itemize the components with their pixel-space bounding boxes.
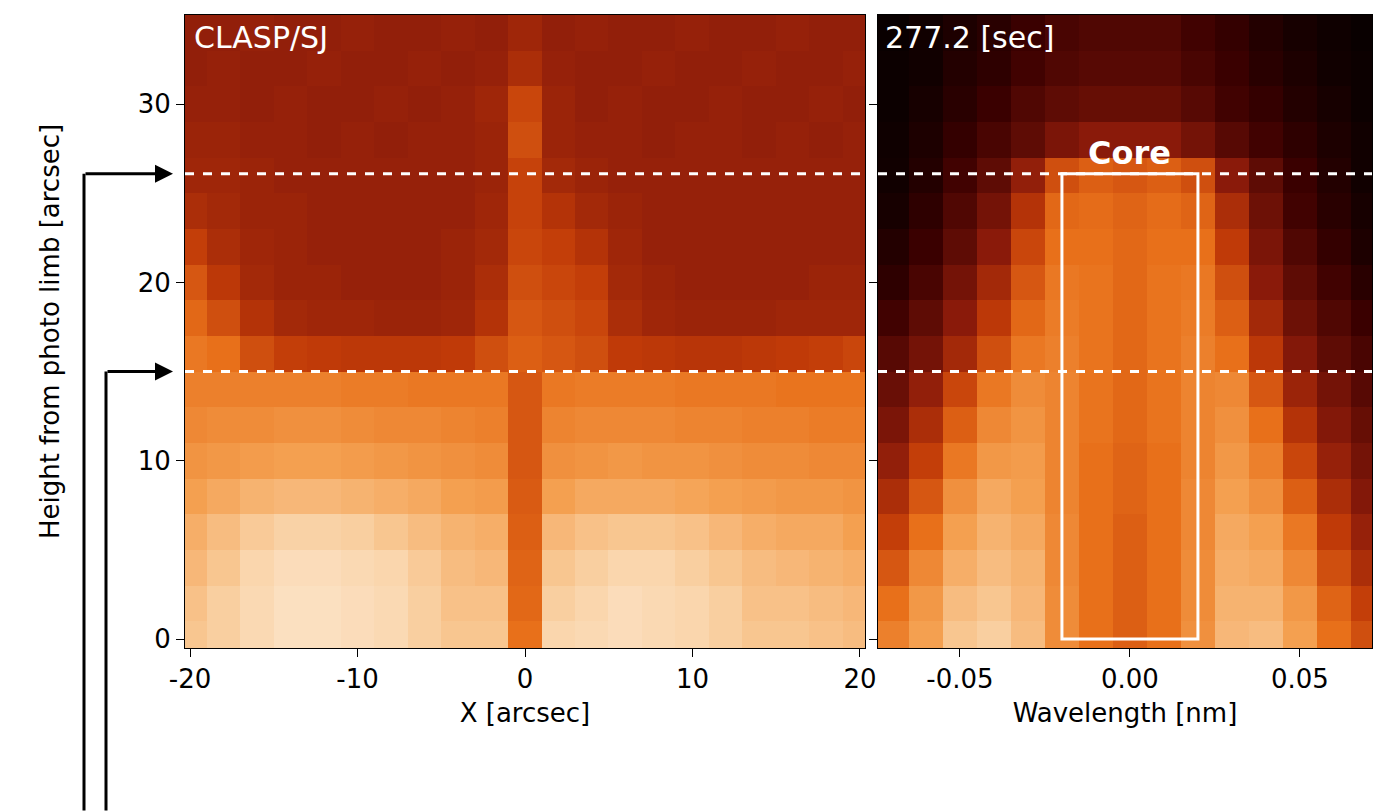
svg-text:CLASP/SJ: CLASP/SJ bbox=[194, 20, 328, 55]
svg-text:20: 20 bbox=[843, 664, 876, 694]
svg-text:-0.05: -0.05 bbox=[926, 664, 993, 694]
svg-text:-10: -10 bbox=[336, 664, 378, 694]
svg-text:0: 0 bbox=[154, 624, 171, 654]
svg-text:0.05: 0.05 bbox=[1271, 664, 1329, 694]
svg-text:277.2 [sec]: 277.2 [sec] bbox=[885, 20, 1054, 55]
svg-text:10: 10 bbox=[138, 446, 171, 476]
svg-text:20: 20 bbox=[138, 268, 171, 298]
svg-text:-20: -20 bbox=[169, 664, 211, 694]
svg-text:0.00: 0.00 bbox=[1101, 664, 1159, 694]
svg-text:Height from photo limb [arcsec: Height from photo limb [arcsec] bbox=[35, 124, 65, 539]
svg-text:Core: Core bbox=[1088, 134, 1171, 172]
svg-text:0: 0 bbox=[517, 664, 534, 694]
svg-text:30: 30 bbox=[138, 89, 171, 119]
svg-text:Wavelength [nm]: Wavelength [nm] bbox=[1013, 698, 1238, 728]
svg-text:10: 10 bbox=[676, 664, 709, 694]
svg-text:X [arcsec]: X [arcsec] bbox=[460, 698, 591, 728]
